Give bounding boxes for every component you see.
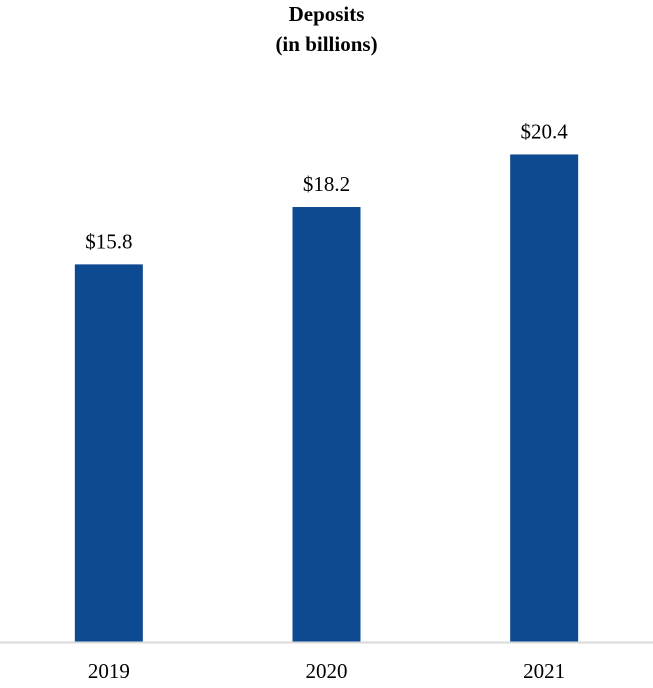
x-tick-label-2021: 2021: [523, 659, 565, 683]
value-label-2020: $18.2: [303, 172, 350, 196]
value-label-2019: $15.8: [85, 229, 132, 253]
x-tick-label-2020: 2020: [306, 659, 348, 683]
bar-2021: [510, 154, 579, 642]
value-label-2021: $20.4: [521, 119, 569, 143]
x-tick-label-2019: 2019: [88, 659, 130, 683]
bar-2020: [292, 207, 361, 642]
bar-2019: [74, 264, 143, 642]
chart-subtitle: (in billions): [275, 32, 378, 56]
bars-group: [74, 154, 579, 642]
value-labels-group: $15.8 $18.2 $20.4: [85, 119, 568, 253]
chart-title: Deposits: [288, 2, 365, 26]
x-tick-labels-group: 2019 2020 2021: [88, 659, 565, 683]
